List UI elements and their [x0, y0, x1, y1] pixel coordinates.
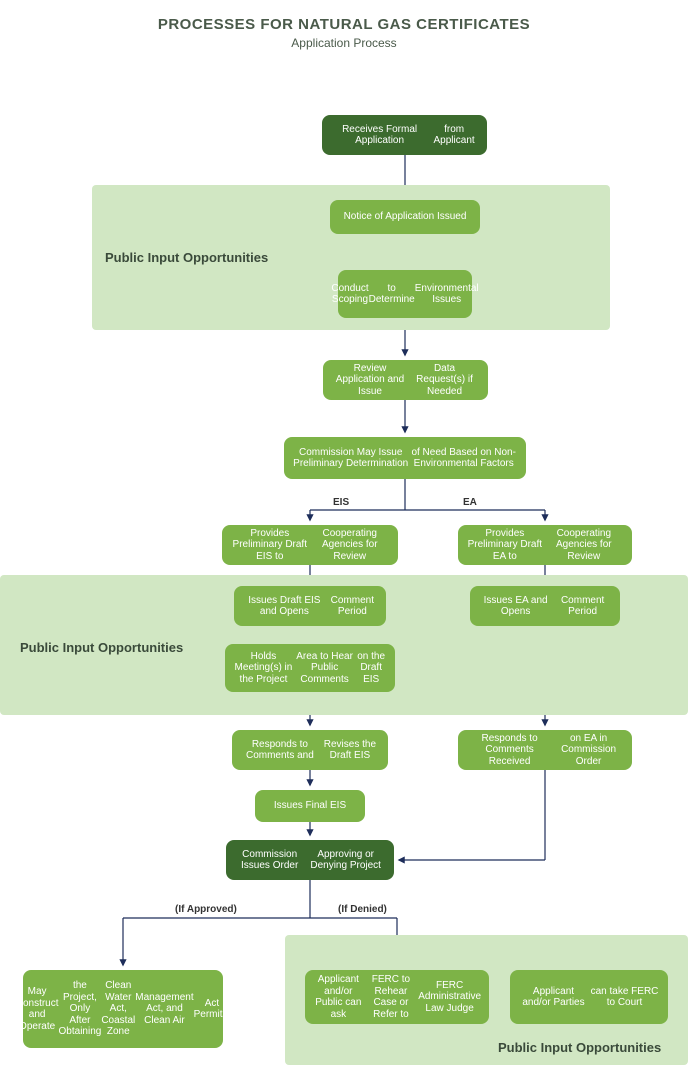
- flow-node-n9: Issues EA and OpensComment Period: [470, 586, 620, 626]
- flow-node-n3: Conduct Scopingto DetermineEnvironmental…: [338, 270, 472, 318]
- flow-node-n1: Receives Formal Applicationfrom Applican…: [322, 115, 487, 155]
- flow-node-n7: Provides Preliminary Draft EA toCooperat…: [458, 525, 632, 565]
- page-title: PROCESSES FOR NATURAL GAS CERTIFICATES: [0, 16, 688, 33]
- flow-node-n2: Notice of Application Issued: [330, 200, 480, 234]
- edge-label: (If Approved): [175, 904, 237, 915]
- flow-node-n6: Provides Preliminary Draft EIS toCoopera…: [222, 525, 398, 565]
- flow-node-n17: Applicant and/or Partiescan take FERC to…: [510, 970, 668, 1024]
- flow-node-n4: Review Application and IssueData Request…: [323, 360, 488, 400]
- flow-node-n15: May Construct and Operatethe Project, On…: [23, 970, 223, 1048]
- public-input-label: Public Input Opportunities: [105, 250, 268, 265]
- flow-node-n11: Responds to Comments andRevises the Draf…: [232, 730, 388, 770]
- flow-node-n10: Holds Meeting(s) in the ProjectArea to H…: [225, 644, 395, 692]
- public-input-label: Public Input Opportunities: [20, 640, 183, 655]
- flow-node-n8: Issues Draft EIS and OpensComment Period: [234, 586, 386, 626]
- edge-label: EA: [463, 497, 477, 508]
- flow-node-n5: Commission May Issue Preliminary Determi…: [284, 437, 526, 479]
- edge-label: (If Denied): [338, 904, 387, 915]
- flow-node-n14: Commission Issues OrderApproving or Deny…: [226, 840, 394, 880]
- public-input-label: Public Input Opportunities: [498, 1040, 661, 1055]
- flow-node-n13: Issues Final EIS: [255, 790, 365, 822]
- flow-node-n12: Responds to Comments Receivedon EA in Co…: [458, 730, 632, 770]
- edge-label: EIS: [333, 497, 349, 508]
- page-subtitle: Application Process: [0, 36, 688, 50]
- flowchart-canvas: PROCESSES FOR NATURAL GAS CERTIFICATES A…: [0, 0, 688, 1080]
- flow-node-n16: Applicant and/or Public can askFERC to R…: [305, 970, 489, 1024]
